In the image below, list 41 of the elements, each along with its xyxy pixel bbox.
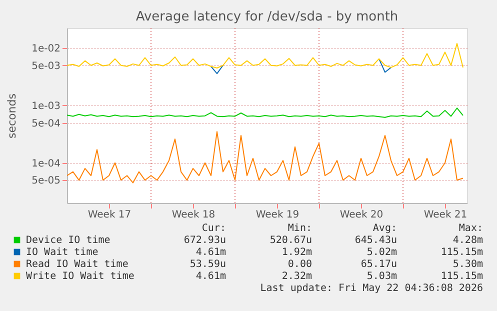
text: 53.59u bbox=[190, 259, 226, 270]
text: Avg: bbox=[372, 223, 397, 234]
line-series bbox=[67, 131, 464, 184]
text: 672.93u bbox=[184, 235, 226, 246]
text: 4.28m bbox=[452, 235, 483, 246]
text: Max: bbox=[458, 223, 483, 234]
text: 115.15m bbox=[440, 271, 483, 282]
legend-label: IO Wait time bbox=[26, 247, 98, 258]
text: 65.17u bbox=[360, 259, 397, 270]
text: Min: bbox=[288, 223, 312, 234]
x-tick-label: Week 20 bbox=[340, 210, 384, 220]
y-tick-label: 1e-03 bbox=[32, 100, 60, 112]
text: 4.61m bbox=[196, 247, 226, 258]
line-series bbox=[67, 108, 464, 118]
legend-label: Device IO time bbox=[26, 235, 110, 246]
legend-label: Read IO Wait time bbox=[26, 259, 128, 270]
text: 5.02m bbox=[366, 247, 397, 258]
text: 115.15m bbox=[440, 247, 483, 258]
text: 520.67u bbox=[270, 235, 312, 246]
text: Last update: Fri May 22 04:36:08 2026 bbox=[260, 283, 483, 294]
y-tick-label: 5e-03 bbox=[32, 60, 60, 72]
x-tick-label: Week 19 bbox=[256, 210, 300, 220]
text: 4.61m bbox=[196, 271, 226, 282]
y-tick-label: 1e-04 bbox=[32, 158, 60, 170]
legend-label: Write IO Wait time bbox=[26, 271, 134, 282]
chart-title: Average latency for /dev/sda - by month bbox=[136, 10, 398, 24]
x-tick-label: Week 21 bbox=[424, 210, 468, 220]
text: Cur: bbox=[202, 223, 226, 234]
y-tick-label: 5e-04 bbox=[32, 118, 60, 130]
text: 5.03m bbox=[366, 271, 397, 282]
text: 5.30m bbox=[452, 259, 483, 270]
x-tick-label: Week 17 bbox=[88, 210, 132, 220]
line-series bbox=[67, 43, 464, 69]
x-tick-label: Week 18 bbox=[172, 210, 216, 220]
y-axis-title: seconds bbox=[6, 93, 19, 138]
y-tick-label: 5e-05 bbox=[32, 176, 60, 187]
y-tick-label: 1e-02 bbox=[32, 44, 60, 55]
text: 645.43u bbox=[354, 235, 397, 246]
text: 2.32m bbox=[282, 271, 312, 282]
text: 1.92m bbox=[282, 247, 312, 258]
text: 0.00 bbox=[288, 259, 312, 270]
